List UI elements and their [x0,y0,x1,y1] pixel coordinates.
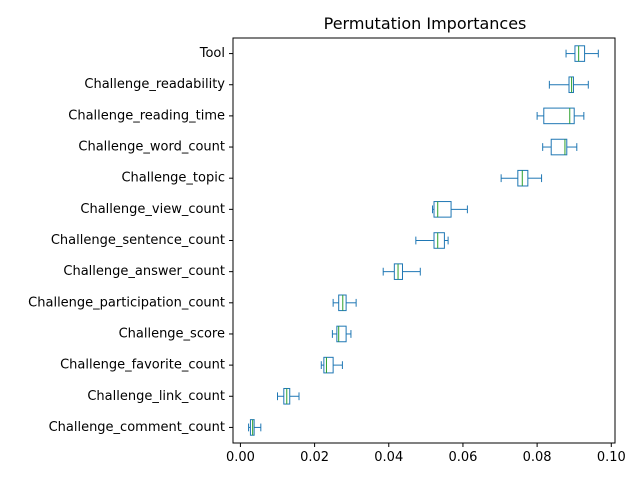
chart-title: Permutation Importances [324,14,527,33]
plot-area [248,45,599,436]
box-Challenge_sentence_count [415,232,449,249]
y-tick-label: Challenge_favorite_count [60,358,225,373]
iqr-box [543,107,575,125]
iqr-box [323,356,334,374]
y-axis: Tool Challenge_readability Challenge_readi… [28,46,233,435]
iqr-box [336,325,347,343]
iqr-box [433,201,452,218]
y-tick-label: Challenge_readability [84,77,225,92]
box-Challenge_reading_time [536,107,585,125]
iqr-box [574,45,586,62]
x-tick-label: 0.00 [226,450,255,465]
box-Challenge_answer_count [382,263,421,280]
y-tick-label: Challenge_score [119,326,225,341]
x-tick-label: 0.10 [597,450,626,465]
x-tick-label: 0.04 [374,450,403,465]
y-tick-label: Challenge_comment_count [49,420,225,435]
iqr-box [433,232,445,249]
box-Challenge_view_count [432,201,468,218]
iqr-box [517,169,529,187]
y-tick-label: Challenge_sentence_count [51,233,225,248]
box-Challenge_word_count [542,138,578,156]
y-tick-label: Challenge_participation_count [28,295,225,310]
x-tick-label: 0.02 [300,450,329,465]
y-tick-label: Challenge_answer_count [63,264,225,279]
y-tick-label: Challenge_link_count [87,389,225,404]
box-Challenge_comment_count [248,419,262,436]
box-Challenge_favorite_count [320,356,343,374]
box-Challenge_link_count [277,387,300,405]
y-tick-label: Challenge_view_count [80,202,225,217]
y-tick-label: Challenge_topic [121,171,225,186]
box-Challenge_score [331,325,352,343]
y-tick-label: Challenge_reading_time [68,108,225,123]
box-Challenge_readability [548,76,589,94]
box-Challenge_participation_count [332,294,357,312]
iqr-box [550,138,568,156]
y-tick-label: Tool [199,46,225,61]
box-Tool [565,45,599,62]
x-axis: 0.00 0.02 0.04 0.06 0.08 0.10 [226,443,626,465]
y-tick-label: Challenge_word_count [78,140,225,155]
box-Challenge_topic [500,169,543,187]
x-tick-label: 0.06 [448,450,477,465]
x-tick-label: 0.08 [523,450,552,465]
